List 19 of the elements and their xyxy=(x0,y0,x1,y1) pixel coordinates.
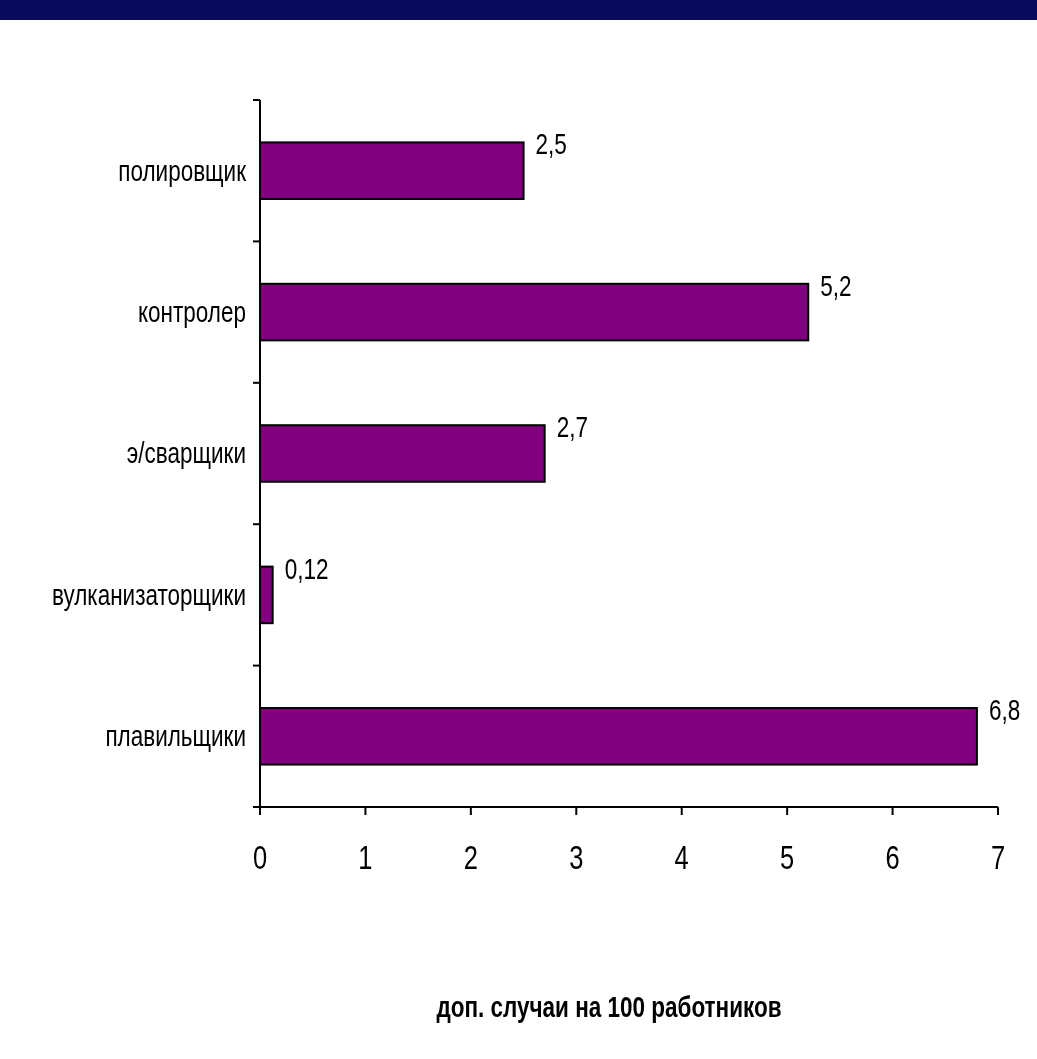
y-tick-label: полировщик xyxy=(118,153,247,188)
x-tick-label: 0 xyxy=(252,838,268,876)
data-label: 6,8 xyxy=(988,692,1021,727)
y-tick-label: контролер xyxy=(138,294,246,329)
y-tick-label: плавильщики xyxy=(105,719,246,754)
x-tick-label: 6 xyxy=(885,838,900,876)
x-tick-label: 2 xyxy=(463,838,478,876)
x-axis-title: доп. случаи на 100 работников xyxy=(436,989,782,1024)
y-tick-label: э/сварщики xyxy=(126,436,246,471)
x-tick-label: 4 xyxy=(674,838,689,876)
data-label: 2,5 xyxy=(535,127,567,162)
x-tick-label: 1 xyxy=(358,838,373,876)
x-tick-label: 3 xyxy=(569,838,584,876)
x-tick-label: 7 xyxy=(990,838,1006,876)
x-tick-label: 5 xyxy=(780,838,795,876)
y-tick-label: вулканизаторщики xyxy=(52,577,246,612)
data-label: 2,7 xyxy=(556,410,588,445)
data-label: 0,12 xyxy=(284,551,329,586)
data-label: 5,2 xyxy=(820,268,852,303)
